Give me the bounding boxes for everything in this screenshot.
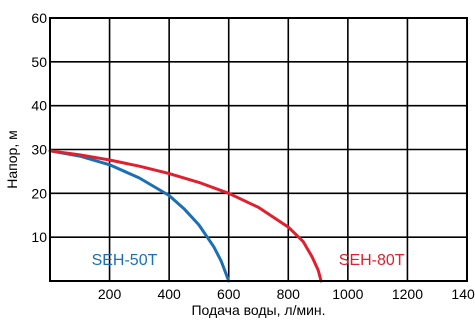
x-axis-label: Подача воды, л/мин. [191,302,325,318]
x-tick-label: 1200 [392,286,423,302]
x-tick-label: 200 [98,286,122,302]
x-tick-label: 800 [277,286,301,302]
series-label-seh-80t: SEH-80T [339,252,405,269]
series-line-seh-80t [48,149,323,283]
series-line-seh-50t [48,149,231,283]
x-tick-label: 600 [217,286,241,302]
x-tick-label: 1000 [332,286,363,302]
grid [50,18,467,281]
series-label-seh-50t: SEH-50T [92,252,158,269]
x-tick-label: 400 [157,286,181,302]
y-tick-label: 30 [31,142,47,158]
tick-labels: 200 400 600 800 1000 1200 1400 10 20 30 40 50 60 [31,10,475,302]
y-tick-label: 10 [31,229,47,245]
x-tick-label: 1400 [451,286,475,302]
y-axis-label: Напор, м [4,130,20,188]
series-labels: SEH-50T SEH-80T [92,252,405,269]
y-tick-label: 20 [31,185,47,201]
y-tick-label: 50 [31,54,47,70]
y-tick-label: 60 [31,10,47,26]
series-lines [48,149,323,283]
y-tick-label: 40 [31,98,47,114]
plot-frame [49,17,468,282]
